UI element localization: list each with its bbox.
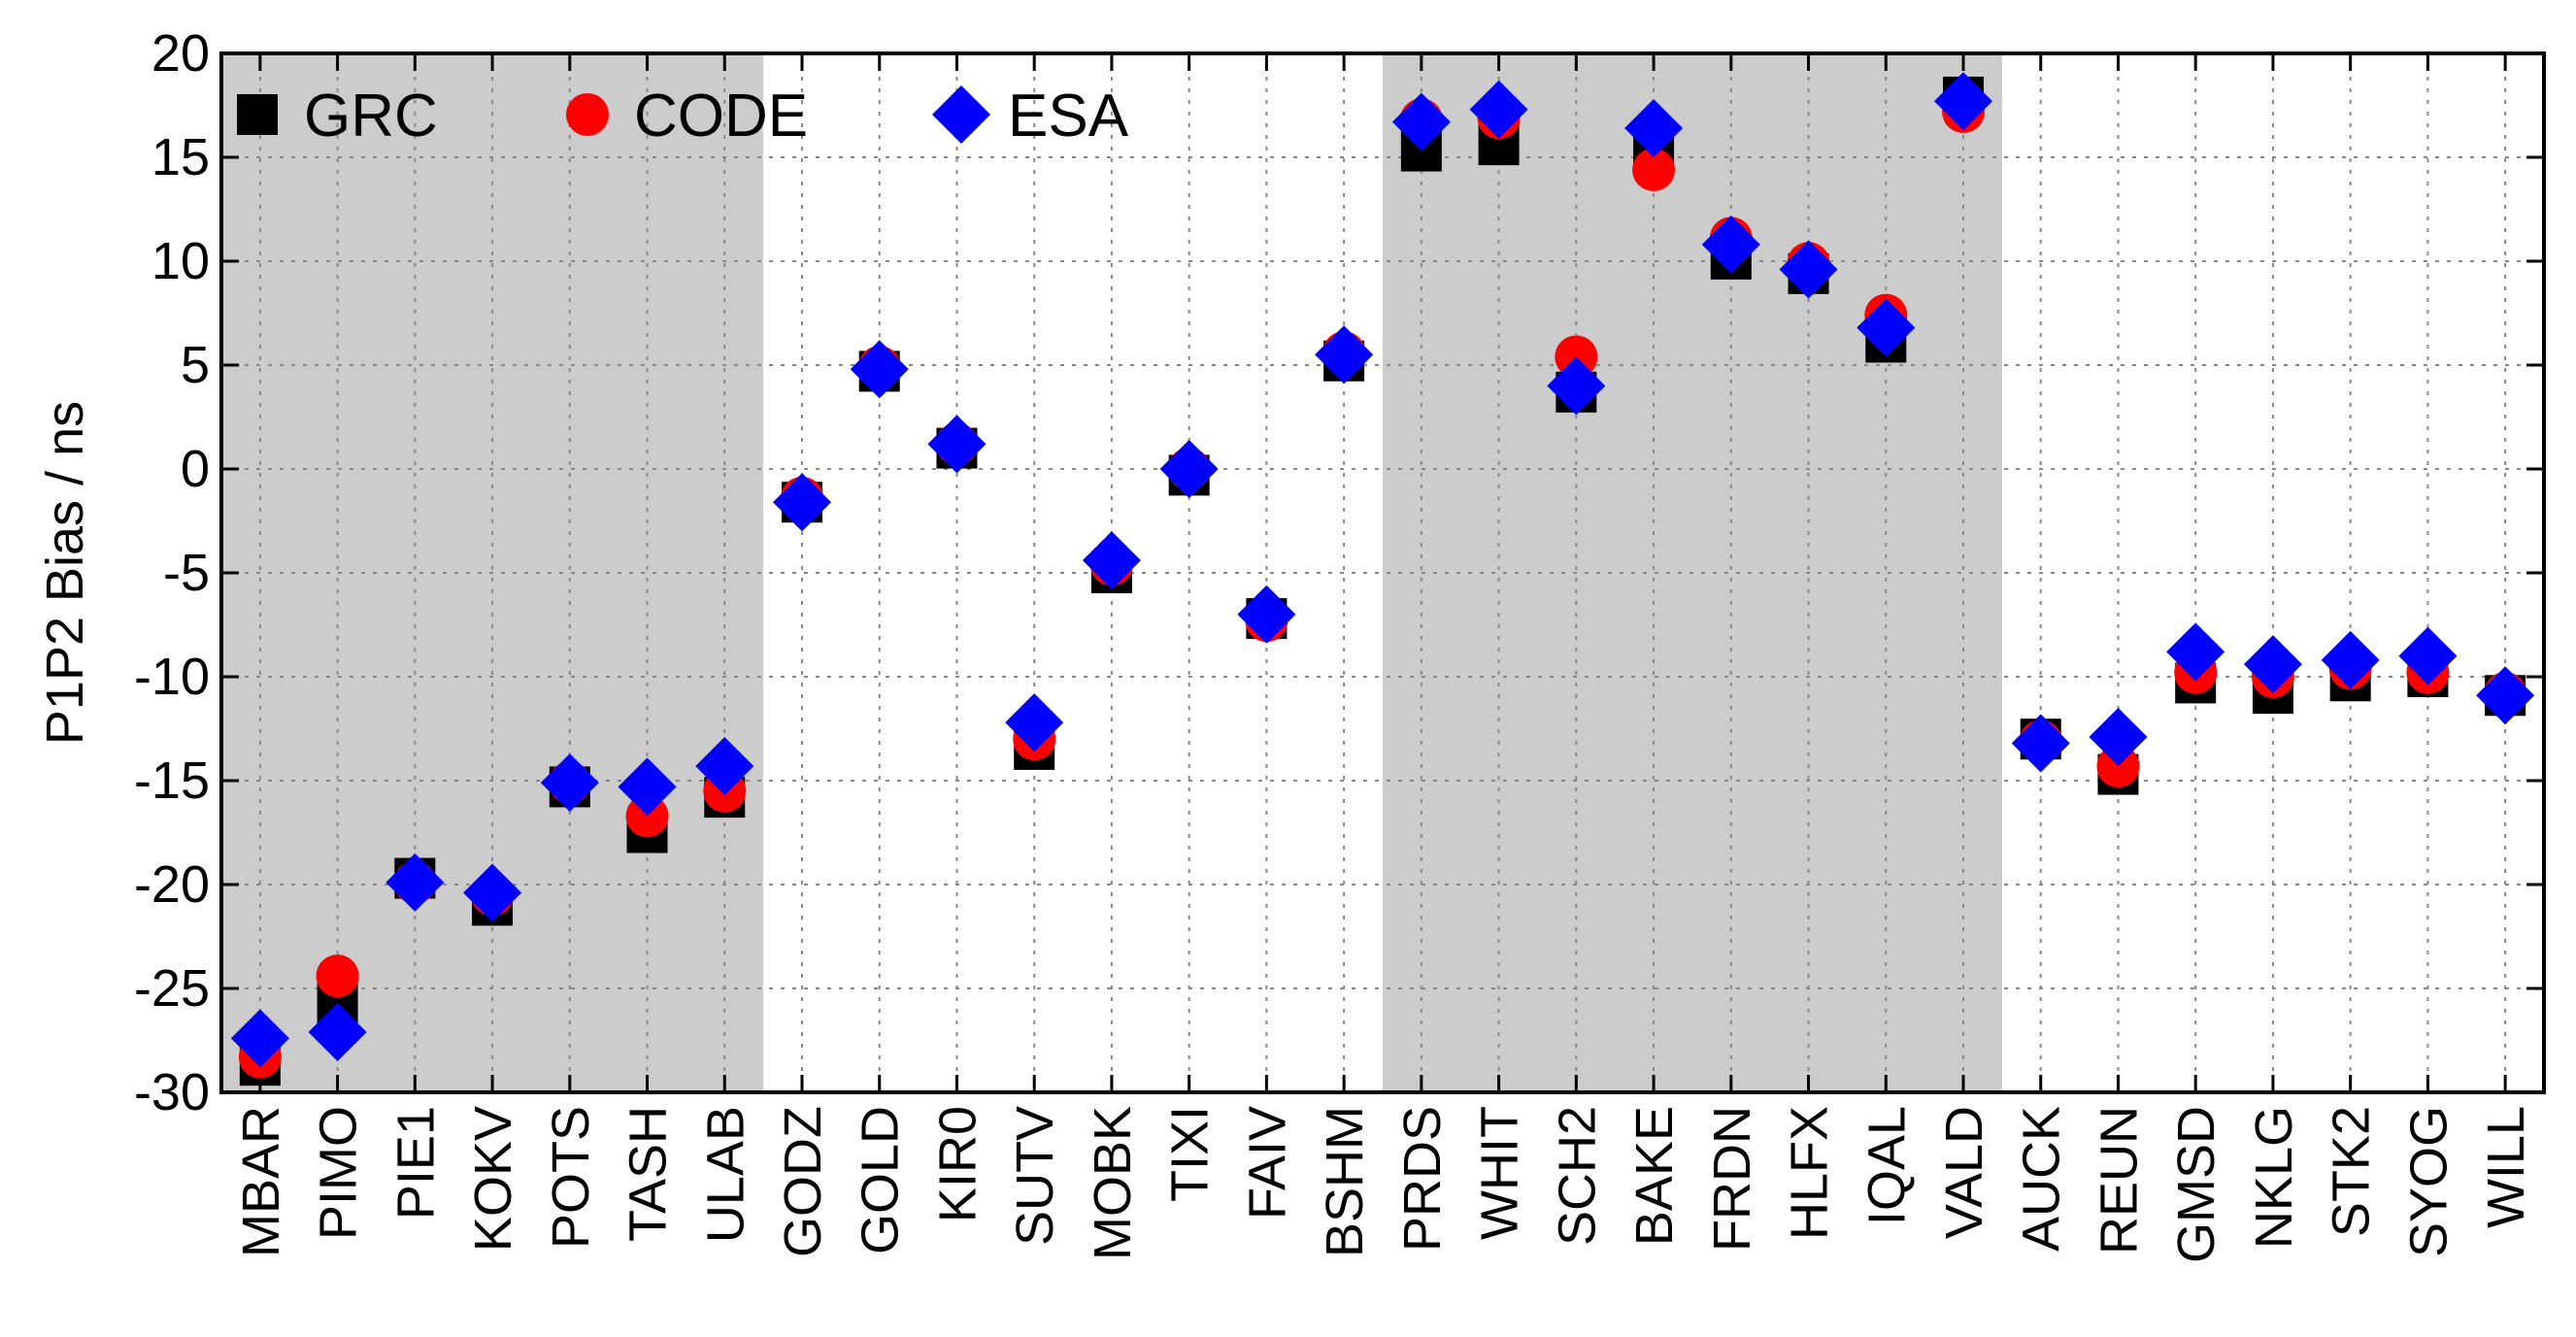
- x-tick-label: WHIT: [1471, 1106, 1529, 1240]
- point-esa-sch2: [1547, 356, 1606, 416]
- point-esa-vald: [1934, 72, 1992, 131]
- x-tick-label: IQAL: [1857, 1106, 1916, 1225]
- point-esa-will: [2476, 666, 2535, 725]
- x-tick-label: KIR0: [928, 1106, 987, 1222]
- legend-marker-grc: [237, 94, 278, 135]
- x-tick-label: BAKE: [1625, 1106, 1684, 1246]
- x-tick-label: WILL: [2477, 1106, 2535, 1228]
- x-tick-label: REUN: [2090, 1106, 2148, 1254]
- x-tick-label: SUTV: [1006, 1106, 1064, 1246]
- legend-label-grc: GRC: [304, 83, 438, 150]
- point-esa-nklg: [2243, 635, 2302, 694]
- point-esa-iqal: [1857, 298, 1916, 357]
- x-tick-label: VALD: [1935, 1106, 1993, 1239]
- point-esa-bake: [1624, 99, 1684, 158]
- x-tick-label: KOKV: [464, 1106, 522, 1252]
- x-tick-label: BSHM: [1316, 1106, 1374, 1257]
- point-esa-frdn: [1701, 215, 1760, 274]
- point-esa-gmsd: [2166, 622, 2225, 682]
- x-tick-label: MBAR: [232, 1106, 290, 1257]
- y-tick-label: -10: [134, 648, 210, 706]
- x-tick-label: AUCK: [2013, 1106, 2071, 1252]
- y-tick-label: 5: [181, 336, 210, 394]
- data-markers: [230, 72, 2535, 1086]
- point-esa-kir0: [927, 415, 987, 474]
- point-esa-auck: [2011, 714, 2070, 773]
- point-esa-mbar: [230, 1009, 289, 1068]
- series-esa: [230, 72, 2535, 1068]
- x-tick-label: SYOG: [2399, 1106, 2458, 1257]
- point-esa-pimo: [308, 1002, 367, 1061]
- point-esa-sutv: [1005, 693, 1064, 752]
- point-esa-ulab: [695, 737, 754, 796]
- point-esa-hlfx: [1779, 240, 1838, 299]
- x-tick-label: GOLD: [852, 1106, 910, 1254]
- point-esa-gold: [850, 340, 909, 399]
- point-code-bake: [1632, 148, 1676, 191]
- point-esa-pots: [540, 753, 599, 813]
- point-esa-reun: [2089, 708, 2148, 767]
- point-esa-tixi: [1159, 440, 1219, 498]
- y-tick-label: 0: [181, 440, 210, 498]
- point-code-pimo: [316, 954, 359, 998]
- y-tick-label: 10: [151, 232, 210, 290]
- point-esa-faiv: [1237, 585, 1296, 644]
- y-tick-label: -25: [134, 959, 210, 1018]
- y-tick-label: 20: [151, 24, 210, 83]
- point-esa-stk2: [2321, 630, 2380, 689]
- legend-label-esa: ESA: [1008, 83, 1129, 150]
- x-tick-label: NKLG: [2245, 1106, 2303, 1249]
- x-tick-label: TASH: [619, 1106, 678, 1242]
- point-esa-godz: [773, 473, 831, 532]
- x-tick-label: TIXI: [1161, 1106, 1220, 1202]
- x-tick-label: MOBK: [1084, 1106, 1142, 1260]
- x-axis: MBAR PIMO PIE1 KOKV POTS TASH ULAB GODZ GOLD KIR0…: [232, 53, 2535, 1263]
- y-tick-label: 15: [151, 128, 210, 186]
- x-tick-label: GODZ: [774, 1106, 832, 1257]
- x-tick-label: FAIV: [1238, 1106, 1296, 1220]
- legend-marker-esa: [932, 85, 990, 144]
- point-esa-tash: [618, 757, 677, 817]
- x-tick-label: PIMO: [310, 1106, 368, 1240]
- x-tick-label: POTS: [542, 1106, 600, 1249]
- point-esa-kokv: [463, 863, 522, 922]
- x-tick-label: PIE1: [386, 1106, 445, 1220]
- point-esa-mobk: [1082, 531, 1141, 590]
- x-tick-label: FRDN: [1703, 1106, 1761, 1252]
- point-esa-prds: [1391, 92, 1451, 151]
- x-tick-label: ULAB: [696, 1106, 754, 1243]
- x-tick-label: SCH2: [1548, 1106, 1606, 1246]
- y-tick-label: -30: [134, 1063, 210, 1121]
- x-tick-label: STK2: [2323, 1106, 2381, 1237]
- x-tick-label: HLFX: [1781, 1106, 1839, 1240]
- legend-label-code: CODE: [634, 83, 808, 150]
- y-axis-title: P1P2 Bias / ns: [36, 401, 94, 745]
- y-tick-label: -15: [134, 752, 210, 810]
- point-esa-pie1: [385, 852, 445, 912]
- point-esa-whit: [1469, 80, 1528, 139]
- y-axis: 20 15 10 5 0 -5 -10 -15 -20 -25 -30: [134, 24, 2544, 1121]
- legend: GRC CODE ESA: [237, 83, 1129, 150]
- x-tick-label: PRDS: [1393, 1106, 1452, 1252]
- legend-marker-code: [566, 93, 609, 136]
- y-tick-label: -20: [134, 855, 210, 914]
- point-esa-bshm: [1315, 325, 1374, 384]
- point-esa-syog: [2398, 626, 2458, 685]
- y-tick-label: -5: [163, 544, 210, 602]
- x-tick-label: GMSD: [2167, 1106, 2225, 1263]
